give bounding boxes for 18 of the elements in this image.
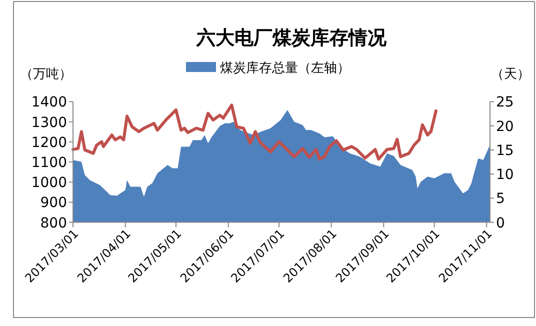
y-tick-label: 800 (40, 215, 67, 232)
y2-axis-title: （天） (491, 67, 530, 82)
y2-tick-label: 15 (496, 142, 514, 159)
y-tick-label: 1400 (31, 94, 67, 111)
y2-tick-label: 0 (496, 215, 505, 232)
y-axis-title: （万吨） (20, 67, 72, 82)
y-tick-label: 1100 (31, 155, 67, 171)
legend-item: 煤炭库存总量（左轴） (186, 61, 350, 76)
y2-tick-label: 25 (496, 94, 514, 111)
legend-label: 煤炭库存总量（左轴） (220, 61, 350, 76)
y-tick-label: 1200 (31, 134, 67, 151)
y2-tick-label: 20 (496, 118, 514, 135)
chart-title: 六大电厂煤炭库存情况 (196, 27, 388, 49)
y-tick-label: 900 (40, 195, 67, 212)
y-tick-label: 1000 (31, 175, 67, 192)
y2-tick-label: 10 (496, 167, 514, 184)
y-tick-label: 1300 (31, 114, 67, 131)
y2-tick-label: 5 (496, 191, 505, 208)
